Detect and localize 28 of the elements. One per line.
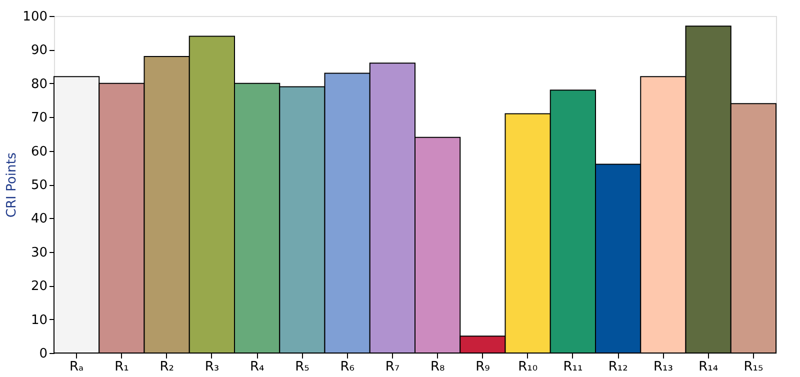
x-tick-label: R₂: [160, 360, 174, 374]
x-tick-label: R₄: [250, 360, 264, 374]
x-tick-label: R₁₃: [653, 360, 673, 374]
x-tick-label: R₁: [114, 360, 129, 374]
x-tick-label: R₃: [204, 360, 220, 374]
y-tick-label: 80: [30, 76, 48, 92]
x-tick-label: R₈: [430, 360, 445, 374]
y-tick-label: 50: [30, 178, 48, 193]
y-tick-label: 90: [30, 43, 48, 58]
y-tick-label: 0: [39, 346, 48, 362]
x-tick-label: R₁₅: [744, 360, 764, 374]
y-tick-label: 10: [30, 312, 48, 328]
x-tick-label: R₁₀: [518, 360, 538, 374]
y-tick-label: 70: [30, 110, 48, 126]
y-tick-label: 20: [30, 279, 48, 294]
y-tick-label: 60: [30, 144, 48, 160]
x-tick-label: R₉: [476, 360, 490, 374]
x-tick-label: Rₐ: [70, 360, 84, 374]
x-tick-label: R₁₂: [608, 360, 628, 374]
y-axis-title: CRI Points: [4, 152, 20, 218]
x-tick-label: R₇: [385, 360, 400, 374]
x-tick-label: R₁₁: [563, 360, 583, 374]
y-tick-label: 100: [22, 10, 48, 24]
y-tick-label: 30: [30, 245, 48, 260]
y-tick-label: 40: [30, 212, 48, 227]
x-tick-label: R₅: [295, 360, 310, 374]
x-tick-label: R₆: [340, 360, 354, 374]
x-tick-label: R₁₄: [698, 360, 718, 374]
